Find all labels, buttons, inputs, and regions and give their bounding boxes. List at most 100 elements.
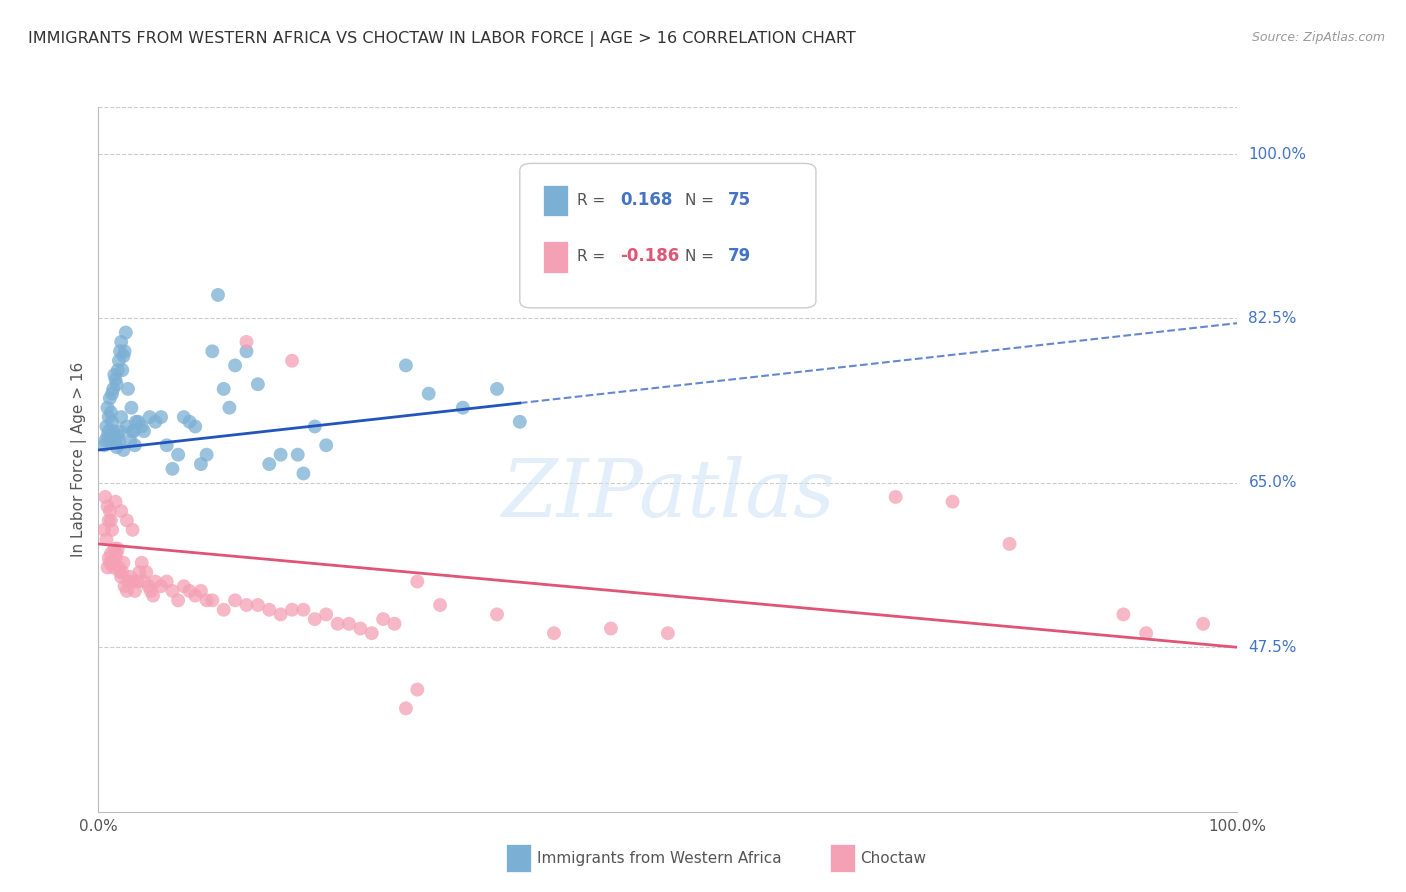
Point xyxy=(451,401,474,415)
Point xyxy=(100,513,122,527)
Text: R =: R = xyxy=(576,249,610,264)
Point xyxy=(337,616,360,631)
Point xyxy=(125,415,148,429)
Point xyxy=(98,556,121,570)
Point xyxy=(96,560,118,574)
FancyBboxPatch shape xyxy=(543,185,568,216)
Point xyxy=(207,288,229,302)
Point xyxy=(292,467,315,481)
Point xyxy=(98,504,121,518)
Point xyxy=(184,419,207,434)
Point xyxy=(110,410,132,425)
Text: N =: N = xyxy=(685,193,718,208)
FancyBboxPatch shape xyxy=(543,241,568,273)
Point xyxy=(96,429,118,443)
Text: 82.5%: 82.5% xyxy=(1249,311,1296,326)
Point xyxy=(190,583,212,598)
Point xyxy=(212,603,235,617)
Point xyxy=(1135,626,1157,640)
Point xyxy=(100,546,122,560)
Point xyxy=(135,565,157,579)
Point xyxy=(142,589,165,603)
Point xyxy=(139,583,162,598)
Text: IMMIGRANTS FROM WESTERN AFRICA VS CHOCTAW IN LABOR FORCE | AGE > 16 CORRELATION : IMMIGRANTS FROM WESTERN AFRICA VS CHOCTA… xyxy=(28,31,856,47)
Point xyxy=(395,359,418,373)
Point xyxy=(179,415,201,429)
Point xyxy=(115,513,138,527)
Point xyxy=(112,556,135,570)
Point xyxy=(111,565,134,579)
Point xyxy=(212,382,235,396)
Point xyxy=(108,560,131,574)
Point xyxy=(246,377,269,392)
Point xyxy=(111,363,134,377)
Point xyxy=(96,401,118,415)
Point xyxy=(138,579,160,593)
Point xyxy=(114,326,136,340)
Point xyxy=(103,431,125,445)
Point xyxy=(105,546,128,560)
Point xyxy=(173,579,195,593)
Point xyxy=(304,612,326,626)
Point xyxy=(112,442,135,457)
Point xyxy=(167,448,190,462)
Point xyxy=(224,359,246,373)
Point xyxy=(96,500,118,514)
Point xyxy=(121,523,143,537)
Point xyxy=(259,457,281,471)
Point xyxy=(120,401,142,415)
Point xyxy=(150,579,173,593)
Point xyxy=(112,349,135,363)
Point xyxy=(97,424,120,438)
Point xyxy=(201,344,224,359)
Point xyxy=(104,435,127,450)
Point xyxy=(406,574,429,589)
Point xyxy=(97,551,120,566)
Point xyxy=(326,616,349,631)
Y-axis label: In Labor Force | Age > 16: In Labor Force | Age > 16 xyxy=(72,362,87,557)
Text: Source: ZipAtlas.com: Source: ZipAtlas.com xyxy=(1251,31,1385,45)
Point xyxy=(292,603,315,617)
Point xyxy=(101,523,124,537)
Point xyxy=(105,440,128,454)
Point xyxy=(281,353,304,368)
Text: 47.5%: 47.5% xyxy=(1249,640,1296,655)
Point xyxy=(486,607,509,622)
Text: 65.0%: 65.0% xyxy=(1249,475,1296,491)
Point xyxy=(145,574,167,589)
Point xyxy=(110,570,132,584)
Text: R =: R = xyxy=(576,193,610,208)
Point xyxy=(97,513,120,527)
Point xyxy=(93,523,115,537)
Point xyxy=(104,551,127,566)
Point xyxy=(101,386,124,401)
Point xyxy=(395,701,418,715)
Point xyxy=(107,363,129,377)
Point xyxy=(195,448,218,462)
Point xyxy=(145,415,167,429)
Point xyxy=(235,344,257,359)
Point xyxy=(201,593,224,607)
Point xyxy=(486,382,509,396)
Point xyxy=(132,424,155,438)
Point xyxy=(96,533,118,547)
Point xyxy=(235,598,257,612)
Point xyxy=(105,377,128,392)
Point xyxy=(184,589,207,603)
Point xyxy=(117,382,139,396)
Point xyxy=(162,583,184,598)
Point xyxy=(162,462,184,476)
Point xyxy=(509,415,531,429)
Text: Choctaw: Choctaw xyxy=(860,851,927,865)
Point xyxy=(360,626,382,640)
Text: 100.0%: 100.0% xyxy=(1249,146,1306,161)
Point xyxy=(156,438,179,452)
Point xyxy=(418,386,440,401)
Point xyxy=(94,490,117,504)
Point xyxy=(942,494,965,508)
Point xyxy=(103,368,125,382)
Point xyxy=(150,410,173,425)
Point xyxy=(120,570,142,584)
Point xyxy=(406,682,429,697)
Point xyxy=(224,593,246,607)
